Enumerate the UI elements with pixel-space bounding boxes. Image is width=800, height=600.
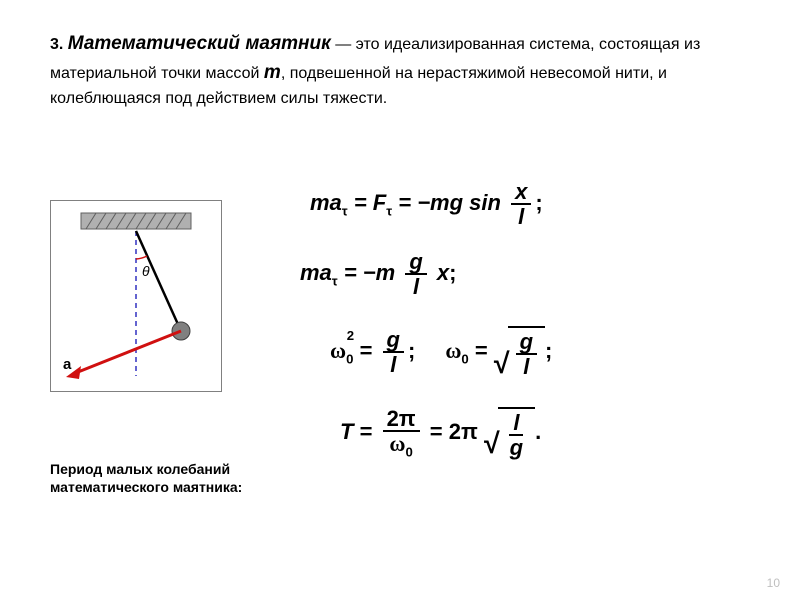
- equation-4: T = 2π ω0 = 2π √lg.: [340, 407, 760, 459]
- equation-3a: ω20 = gl;: [330, 328, 415, 376]
- equation-3-row: ω20 = gl; ω0 = √gl;: [330, 326, 760, 378]
- equation-3b: ω0 = √gl;: [445, 326, 552, 378]
- a-label: a: [63, 356, 72, 373]
- caption: Период малых колебаний математического м…: [50, 460, 290, 496]
- pendulum-diagram: θ a: [50, 200, 222, 392]
- term: Математический маятник: [68, 33, 331, 54]
- equation-2: maτ = −m gl x;: [300, 250, 760, 298]
- theta-label: θ: [142, 263, 150, 279]
- mass-symbol: m: [264, 62, 281, 83]
- definition-text: 3. Математический маятник — это идеализи…: [50, 30, 750, 111]
- pendulum-svg: θ a: [51, 201, 221, 391]
- page-number: 10: [767, 576, 780, 590]
- equation-1: maτ = Fτ = −mg sin xl;: [310, 180, 760, 228]
- equations-block: maτ = Fτ = −mg sin xl; maτ = −m gl x; ω2…: [300, 180, 760, 459]
- item-number: 3.: [50, 36, 63, 53]
